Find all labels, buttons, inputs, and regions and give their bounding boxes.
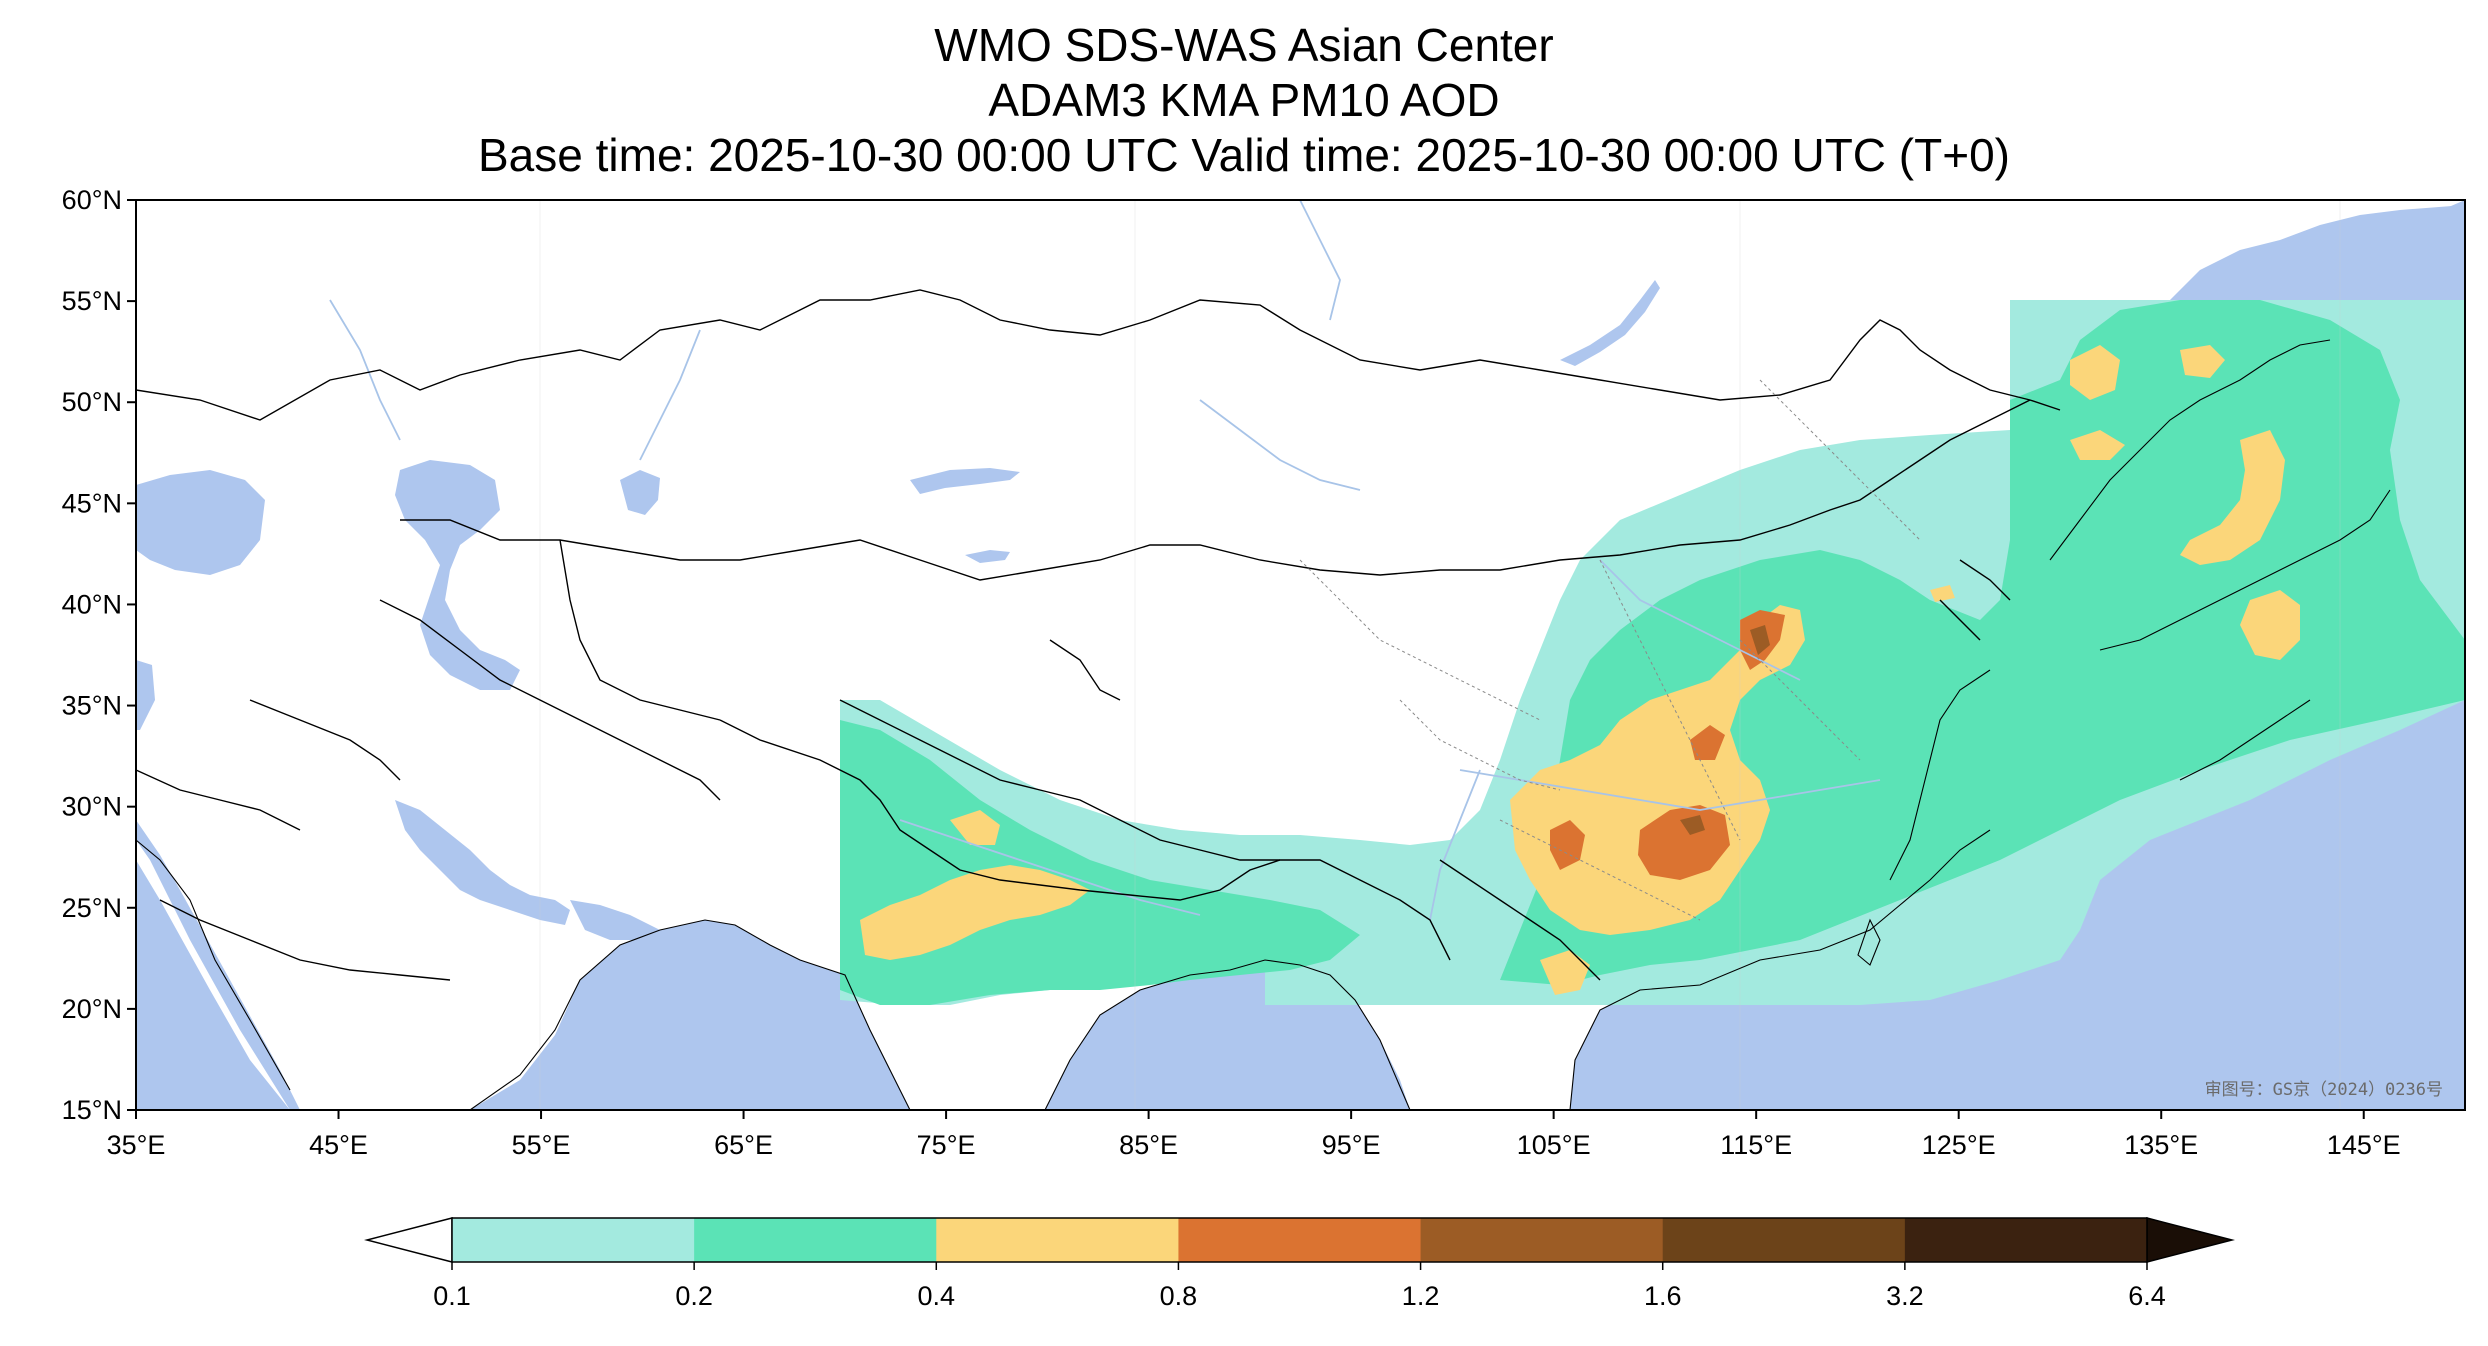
aral-sea bbox=[620, 470, 660, 515]
lon-tick-label: 145°E bbox=[2327, 1130, 2401, 1160]
lat-tick-label: 55°N bbox=[62, 286, 122, 316]
colorbar-segment bbox=[452, 1218, 695, 1262]
lat-tick-label: 25°N bbox=[62, 893, 122, 923]
colorbar-tick-label: 6.4 bbox=[2128, 1281, 2166, 1311]
colorbar-segment bbox=[936, 1218, 1179, 1262]
colorbar-segment bbox=[1178, 1218, 1422, 1262]
aod-band-0-4-india bbox=[860, 810, 1090, 960]
colorbar-tick-label: 0.4 bbox=[918, 1281, 956, 1311]
lon-tick-label: 125°E bbox=[1922, 1130, 1996, 1160]
lat-tick-label: 50°N bbox=[62, 387, 122, 417]
gulf-of-oman bbox=[570, 900, 660, 940]
graticule-lines bbox=[539, 200, 2341, 1110]
aod-band-1-2 bbox=[1680, 625, 1770, 835]
title-line-2: ADAM3 KMA PM10 AOD bbox=[988, 74, 1500, 126]
lon-tick-label: 85°E bbox=[1119, 1130, 1178, 1160]
persian-gulf bbox=[395, 800, 570, 925]
lon-tick-label: 45°E bbox=[309, 1130, 368, 1160]
lat-tick-label: 30°N bbox=[62, 792, 122, 822]
colorbar-tick-label: 0.8 bbox=[1160, 1281, 1198, 1311]
lat-tick-label: 45°N bbox=[62, 488, 122, 518]
lon-tick-label: 75°E bbox=[917, 1130, 976, 1160]
colorbar-segment bbox=[694, 1218, 937, 1262]
lon-tick-label: 65°E bbox=[714, 1130, 773, 1160]
lon-axis: 35°E 45°E 55°E 65°E 75°E 85°E 95°E 105°E 115°E 12… bbox=[107, 1110, 2401, 1160]
map-approval-stamp: 审图号：GS京（2024）0236号 bbox=[2205, 1080, 2443, 1100]
colorbar-extend-high bbox=[2146, 1217, 2235, 1263]
map-area: 审图号：GS京（2024）0236号 bbox=[136, 200, 2465, 1110]
colorbar-tick-label: 1.2 bbox=[1402, 1281, 1440, 1311]
lake-issyk-kul bbox=[965, 550, 1010, 563]
colorbar-segment bbox=[1904, 1218, 2148, 1262]
colorbar-tick-label: 3.2 bbox=[1886, 1281, 1924, 1311]
lat-tick-label: 60°N bbox=[62, 185, 122, 215]
colorbar-tick-label: 0.1 bbox=[433, 1281, 471, 1311]
caspian-sea bbox=[395, 460, 520, 690]
lake-baikal bbox=[1560, 280, 1660, 366]
lon-tick-label: 105°E bbox=[1517, 1130, 1591, 1160]
indian-ocean bbox=[136, 860, 290, 1110]
colorbar-extend-low bbox=[364, 1217, 453, 1263]
black-sea bbox=[136, 470, 265, 575]
lon-tick-label: 115°E bbox=[1720, 1130, 1792, 1160]
coastlines bbox=[136, 339, 2391, 1110]
title-line-3: Base time: 2025-10-30 00:00 UTC Valid ti… bbox=[478, 129, 2010, 181]
colorbar-frame bbox=[451, 1217, 2148, 1263]
province-borders bbox=[1299, 379, 1921, 921]
lon-tick-label: 95°E bbox=[1322, 1130, 1381, 1160]
lon-tick-label: 55°E bbox=[512, 1130, 571, 1160]
map-title: WMO SDS-WAS Asian Center ADAM3 KMA PM10 … bbox=[0, 18, 2488, 183]
map-frame bbox=[135, 199, 2466, 1111]
lat-tick-label: 20°N bbox=[62, 994, 122, 1024]
colorbar-tick-label: 0.2 bbox=[675, 1281, 713, 1311]
mediterranean-edge bbox=[136, 660, 155, 730]
colorbar-segment bbox=[1662, 1218, 1906, 1262]
title-line-1: WMO SDS-WAS Asian Center bbox=[934, 19, 1554, 71]
colorbar-segment bbox=[1420, 1218, 1664, 1262]
lat-tick-label: 15°N bbox=[62, 1095, 122, 1125]
aod-band-0-2 bbox=[840, 300, 2465, 1005]
colorbar-tick-label: 1.6 bbox=[1644, 1281, 1682, 1311]
colorbar: 0.1 0.2 0.4 0.8 1.2 1.6 3.2 6.4 bbox=[364, 1217, 2235, 1311]
arabian-sea bbox=[470, 920, 910, 1110]
lat-tick-label: 40°N bbox=[62, 589, 122, 619]
country-borders bbox=[136, 289, 2061, 981]
lat-tick-label: 35°N bbox=[62, 691, 122, 721]
aod-field bbox=[840, 300, 2465, 1005]
lat-axis: 60°N 55°N 50°N 45°N 40°N 35°N 30°N 25°N 20°N 15°N bbox=[62, 185, 136, 1125]
rivers bbox=[329, 200, 1881, 921]
lon-tick-label: 135°E bbox=[2124, 1130, 2198, 1160]
lon-tick-label: 35°E bbox=[107, 1130, 166, 1160]
lake-balkhash bbox=[910, 468, 1020, 494]
